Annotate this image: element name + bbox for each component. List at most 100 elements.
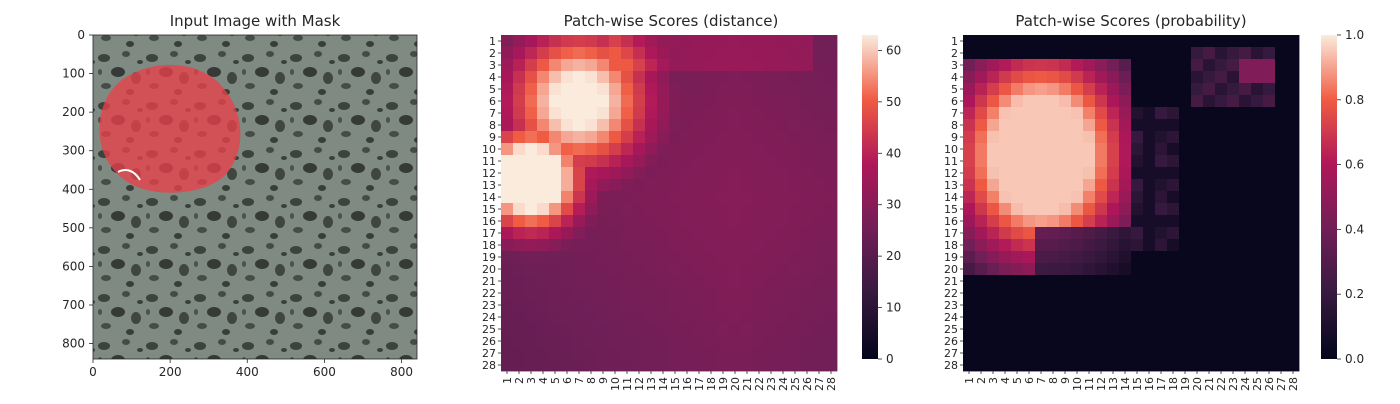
heatmap-cell bbox=[561, 323, 574, 336]
heatmap-cell bbox=[621, 347, 634, 360]
heatmap-cell bbox=[597, 347, 610, 360]
heatmap-cell bbox=[633, 155, 646, 168]
heatmap-cell bbox=[963, 71, 976, 84]
heatmap-cell bbox=[561, 227, 574, 240]
heatmap-cell bbox=[777, 347, 790, 360]
heatmap-cell bbox=[525, 47, 538, 60]
heatmap-cell bbox=[801, 227, 814, 240]
heatmap-cell bbox=[561, 83, 574, 96]
heatmap-cell bbox=[1263, 47, 1276, 60]
heatmap-cell bbox=[1035, 227, 1048, 240]
heatmap-cell bbox=[693, 119, 706, 132]
heatmap-cell bbox=[1107, 155, 1120, 168]
heatmap-cell bbox=[1119, 107, 1132, 120]
heatmap-cell bbox=[609, 347, 622, 360]
heatmap-cell bbox=[963, 239, 976, 252]
heatmap-cell bbox=[753, 347, 766, 360]
heatmap-cell bbox=[501, 359, 514, 372]
heatmap-cell bbox=[633, 311, 646, 324]
heatmap-cell bbox=[729, 251, 742, 264]
heatmap-cell bbox=[789, 167, 802, 180]
heatmap-cell bbox=[1287, 95, 1300, 108]
heatmap-cell bbox=[549, 311, 562, 324]
heatmap-cell bbox=[609, 215, 622, 228]
heatmap-cell bbox=[573, 143, 586, 156]
heatmap-cell bbox=[1023, 131, 1036, 144]
heatmap-cell bbox=[501, 35, 514, 48]
heatmap-cell bbox=[789, 215, 802, 228]
heatmap-cell bbox=[975, 359, 988, 372]
heatmap-cell bbox=[585, 119, 598, 132]
heatmap-cell bbox=[1131, 239, 1144, 252]
heatmap-cell bbox=[705, 347, 718, 360]
heatmap-cell bbox=[753, 323, 766, 336]
heatmap-cell bbox=[1023, 203, 1036, 216]
row-label: 8 bbox=[951, 119, 958, 132]
heatmap-cell bbox=[1203, 263, 1216, 276]
heatmap-cell bbox=[633, 95, 646, 108]
heatmap-cell bbox=[813, 119, 826, 132]
heatmap-cell bbox=[537, 59, 550, 72]
heatmap-cell bbox=[669, 347, 682, 360]
heatmap-cell bbox=[753, 107, 766, 120]
heatmap-cell bbox=[825, 227, 838, 240]
heatmap-cell bbox=[1059, 287, 1072, 300]
heatmap-cell bbox=[669, 227, 682, 240]
heatmap-cell bbox=[501, 167, 514, 180]
heatmap-cell bbox=[741, 335, 754, 348]
heatmap-cell bbox=[657, 191, 670, 204]
heatmap-cell bbox=[1239, 107, 1252, 120]
heatmap-cell bbox=[975, 203, 988, 216]
heatmap-cell bbox=[561, 119, 574, 132]
heatmap-cell bbox=[1107, 143, 1120, 156]
colorbar-tick-label: 60 bbox=[886, 43, 901, 57]
heatmap-cell bbox=[549, 227, 562, 240]
heatmap-cell bbox=[717, 359, 730, 372]
heatmap-cell bbox=[1071, 263, 1084, 276]
heatmap-cell bbox=[741, 359, 754, 372]
image-y-tick-label: 100 bbox=[62, 67, 85, 81]
row-label: 14 bbox=[944, 191, 958, 204]
heatmap-cell bbox=[765, 143, 778, 156]
heatmap-cell bbox=[1191, 179, 1204, 192]
heatmap-cell bbox=[1167, 95, 1180, 108]
heatmap-cell bbox=[561, 59, 574, 72]
heatmap-cell bbox=[1167, 59, 1180, 72]
heatmap-cell bbox=[1011, 287, 1024, 300]
heatmap-cell bbox=[1167, 203, 1180, 216]
heatmap-cell bbox=[1215, 335, 1228, 348]
heatmap-cell bbox=[1227, 131, 1240, 144]
heatmap-cell bbox=[1239, 191, 1252, 204]
heatmap-cell bbox=[681, 311, 694, 324]
heatmap-cell bbox=[987, 167, 1000, 180]
heatmap-cell bbox=[1203, 71, 1216, 84]
heatmap-cell bbox=[813, 179, 826, 192]
heatmap-cell bbox=[1119, 335, 1132, 348]
heatmap-cell bbox=[525, 227, 538, 240]
heatmap-cell bbox=[741, 155, 754, 168]
heatmap-cell bbox=[753, 263, 766, 276]
heatmap-cell bbox=[621, 167, 634, 180]
heatmap-cell bbox=[549, 251, 562, 264]
heatmap-cell bbox=[1011, 251, 1024, 264]
heatmap-cell bbox=[1143, 107, 1156, 120]
heatmap-cell bbox=[513, 143, 526, 156]
heatmap-cell bbox=[633, 335, 646, 348]
heatmap-cell bbox=[1071, 239, 1084, 252]
heatmap-cell bbox=[1143, 251, 1156, 264]
colorbar-tick-label: 50 bbox=[886, 95, 901, 109]
col-label: 11 bbox=[621, 377, 634, 391]
image-y-tick-label: 0 bbox=[77, 28, 85, 42]
heatmap-cell bbox=[1095, 227, 1108, 240]
heatmap-cell bbox=[1059, 311, 1072, 324]
heatmap-cell bbox=[1263, 35, 1276, 48]
heatmap-cell bbox=[1287, 119, 1300, 132]
heatmap-cell bbox=[1059, 299, 1072, 312]
heatmap-cell bbox=[1059, 335, 1072, 348]
heatmap-cell bbox=[537, 347, 550, 360]
heatmap-cell bbox=[1239, 299, 1252, 312]
heatmap-cell bbox=[717, 239, 730, 252]
heatmap-cell bbox=[633, 227, 646, 240]
heatmap-cell bbox=[765, 251, 778, 264]
heatmap-cell bbox=[717, 167, 730, 180]
